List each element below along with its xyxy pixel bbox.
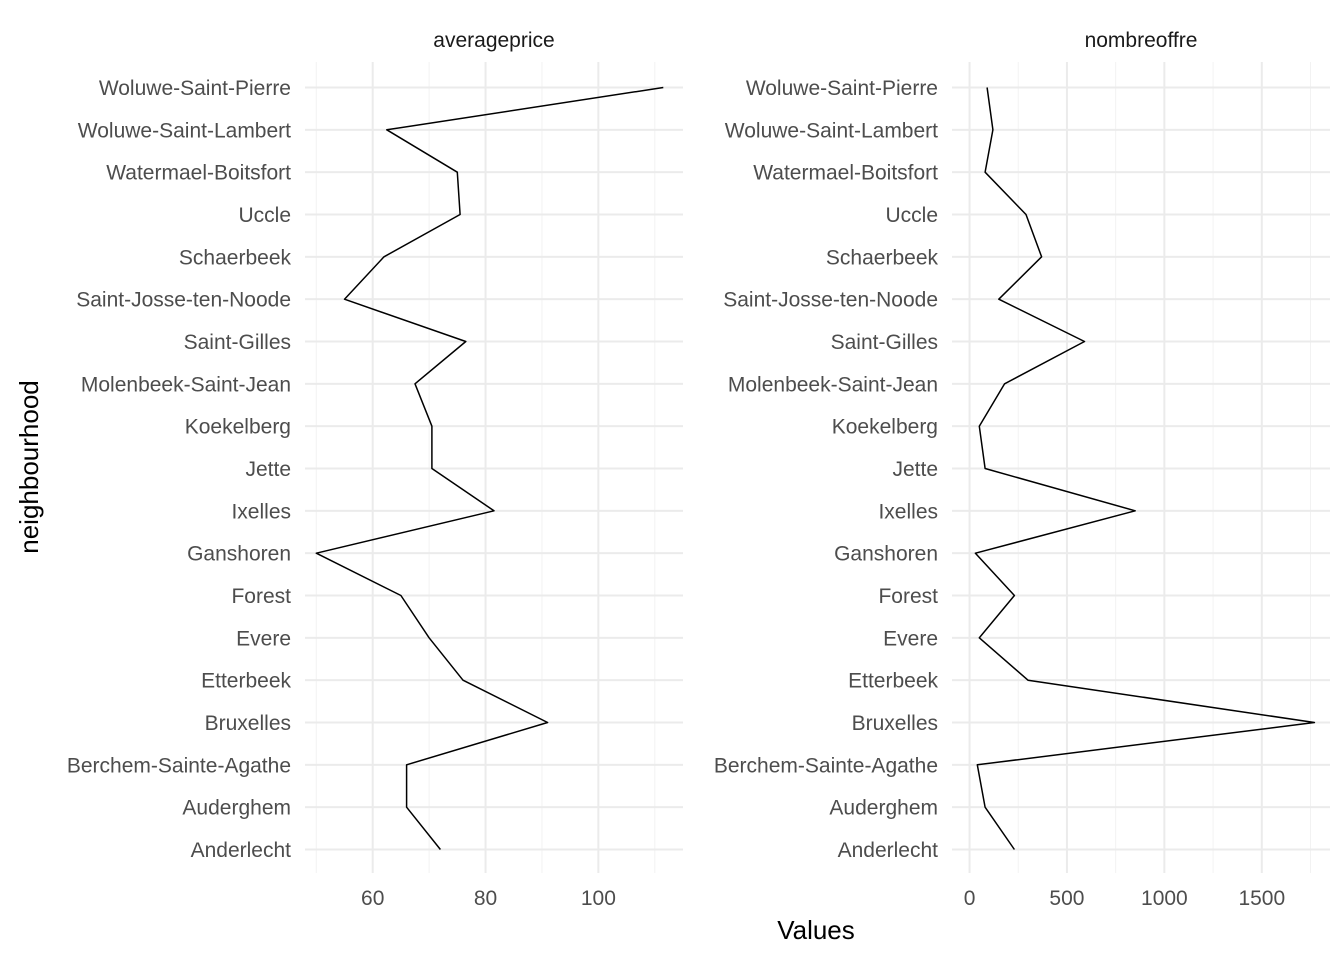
y-tick-label: Anderlecht xyxy=(838,839,939,862)
y-tick-label: Auderghem xyxy=(182,797,291,820)
y-tick-label: Etterbeek xyxy=(201,670,291,693)
y-tick-label: Berchem-Sainte-Agathe xyxy=(714,754,938,777)
y-tick-label: Uccle xyxy=(238,204,291,227)
y-tick-label: Molenbeek-Saint-Jean xyxy=(728,373,938,396)
x-axis-title: Values xyxy=(777,915,855,945)
y-tick-label: Berchem-Sainte-Agathe xyxy=(67,754,291,777)
y-tick-label: Schaerbeek xyxy=(179,246,292,269)
y-tick-label: Saint-Gilles xyxy=(831,331,938,354)
y-tick-label: Woluwe-Saint-Lambert xyxy=(725,119,938,142)
y-tick-label: Forest xyxy=(231,585,291,608)
y-tick-label: Saint-Gilles xyxy=(184,331,291,354)
y-tick-label: Bruxelles xyxy=(852,712,938,735)
y-tick-label: Ixelles xyxy=(231,500,291,523)
x-tick-label: 60 xyxy=(361,887,384,910)
x-tick-label: 1500 xyxy=(1238,887,1285,910)
x-tick-label: 80 xyxy=(474,887,497,910)
y-tick-label: Anderlecht xyxy=(191,839,292,862)
y-tick-label: Evere xyxy=(883,627,938,650)
y-tick-label: Uccle xyxy=(885,204,938,227)
series-line-averageprice xyxy=(315,86,664,850)
y-tick-label: Saint-Josse-ten-Noode xyxy=(76,289,291,312)
y-tick-label: Ganshoren xyxy=(834,543,938,566)
y-tick-label: Molenbeek-Saint-Jean xyxy=(81,373,291,396)
y-axis-title: neighbourhood xyxy=(14,380,44,554)
series-line-nombreoffre xyxy=(974,87,1316,850)
y-tick-label: Jette xyxy=(245,458,291,481)
x-tick-label: 1000 xyxy=(1141,887,1188,910)
y-tick-label: Woluwe-Saint-Lambert xyxy=(78,119,291,142)
y-tick-label: Evere xyxy=(236,627,291,650)
x-tick-label: 0 xyxy=(964,887,976,910)
y-tick-label: Koekelberg xyxy=(832,416,938,439)
y-tick-label: Schaerbeek xyxy=(826,246,939,269)
y-tick-label: Woluwe-Saint-Pierre xyxy=(746,77,938,100)
y-tick-label: Woluwe-Saint-Pierre xyxy=(99,77,291,100)
y-tick-label: Watermael-Boitsfort xyxy=(106,162,291,185)
y-tick-label: Jette xyxy=(892,458,938,481)
y-tick-label: Saint-Josse-ten-Noode xyxy=(723,289,938,312)
x-tick-label: 500 xyxy=(1049,887,1084,910)
y-tick-label: Watermael-Boitsfort xyxy=(753,162,938,185)
facet-title: nombreoffre xyxy=(1085,29,1198,52)
y-tick-label: Auderghem xyxy=(829,797,938,820)
y-tick-label: Ixelles xyxy=(878,500,938,523)
y-tick-label: Ganshoren xyxy=(187,543,291,566)
x-tick-label: 100 xyxy=(581,887,616,910)
y-tick-label: Etterbeek xyxy=(848,670,938,693)
y-tick-label: Koekelberg xyxy=(185,416,291,439)
y-tick-label: Forest xyxy=(878,585,938,608)
y-tick-label: Bruxelles xyxy=(205,712,291,735)
facet-title: averageprice xyxy=(433,29,554,52)
